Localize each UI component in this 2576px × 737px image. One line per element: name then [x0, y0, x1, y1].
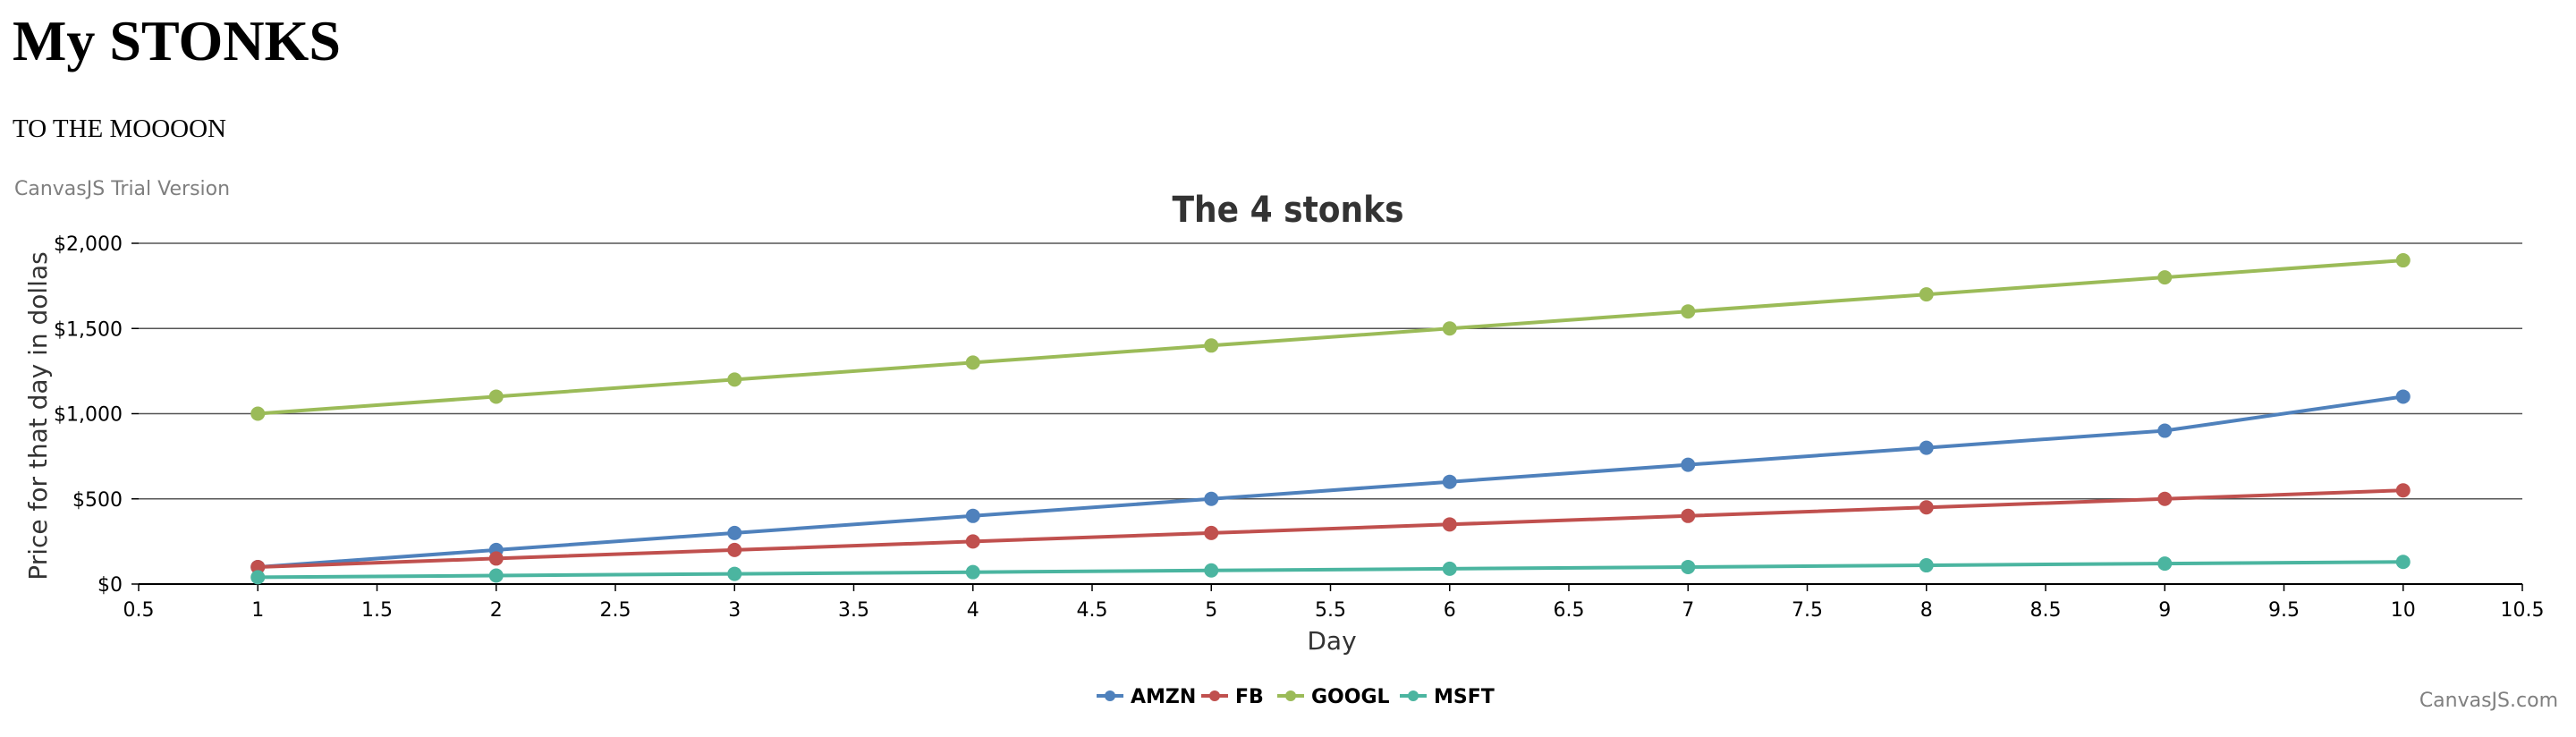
legend[interactable]: AMZN FB GOOGL MSFT: [1097, 686, 1495, 708]
data-point-googl: [2157, 270, 2173, 285]
data-point-fb: [1204, 525, 1219, 540]
data-point-fb: [1919, 500, 1934, 515]
x-tick-label: 4: [967, 599, 979, 622]
data-point-msft: [488, 568, 504, 583]
x-tick-label: 7.5: [1792, 599, 1823, 622]
x-tick-label: 3: [728, 599, 741, 622]
data-point-amzn: [727, 525, 742, 540]
data-point-msft: [1442, 561, 1457, 576]
data-point-amzn: [965, 508, 980, 523]
legend-label: MSFT: [1434, 686, 1495, 708]
data-point-msft: [250, 570, 266, 585]
x-tick-label: 3.5: [838, 599, 869, 622]
y-tick-label: $1,500: [54, 318, 123, 341]
data-point-googl: [1204, 338, 1219, 353]
data-point-fb: [2157, 491, 2173, 506]
data-point-googl: [488, 389, 504, 404]
x-tick-label: 7: [1682, 599, 1694, 622]
x-tick-label: 8.5: [2030, 599, 2062, 622]
data-point-amzn: [1442, 474, 1457, 489]
data-point-googl: [727, 372, 742, 387]
page-subtitle: TO THE MOOOON: [13, 114, 226, 143]
x-tick-label: 6.5: [1554, 599, 1585, 622]
series-line-fb: [258, 488, 2403, 569]
x-tick-label: 4.5: [1077, 599, 1108, 622]
data-point-fb: [1681, 508, 1696, 523]
data-point-fb: [727, 542, 742, 557]
legend-label: AMZN: [1131, 686, 1196, 708]
series-line-googl: [258, 258, 2403, 416]
data-point-msft: [1204, 563, 1219, 578]
data-point-amzn: [1204, 491, 1219, 506]
x-tick-label: 1: [251, 599, 264, 622]
data-point-msft: [2157, 556, 2173, 572]
data-point-googl: [1919, 287, 1934, 302]
legend-marker: [1105, 690, 1115, 701]
x-tick-label: 2.5: [600, 599, 631, 622]
data-point-googl: [1681, 304, 1696, 319]
canvasjs-credit-link[interactable]: CanvasJS.com: [2419, 690, 2558, 712]
series-lines: [250, 253, 2411, 585]
x-tick-label: 2: [490, 599, 503, 622]
data-point-fb: [1442, 517, 1457, 532]
legend-item-msft[interactable]: MSFT: [1400, 686, 1495, 708]
data-point-msft: [2395, 555, 2411, 570]
y-tick-label: $1,000: [54, 404, 123, 427]
data-point-msft: [727, 566, 742, 581]
legend-item-amzn[interactable]: AMZN: [1097, 686, 1196, 708]
page-title: My STONKS: [13, 9, 341, 72]
x-tick-label: 10: [2391, 599, 2416, 622]
x-tick-label: 9.5: [2268, 599, 2300, 622]
x-tick-label: 5: [1205, 599, 1217, 622]
series-line-msft: [258, 560, 2403, 580]
y-tick-label: $500: [72, 489, 123, 512]
data-point-fb: [2395, 483, 2411, 498]
series-line-amzn: [258, 394, 2404, 569]
data-point-amzn: [2157, 423, 2173, 438]
data-point-googl: [965, 355, 980, 370]
x-tick-label: 5.5: [1315, 599, 1346, 622]
y-tick-label: $2,000: [54, 233, 123, 256]
data-point-msft: [1681, 559, 1696, 574]
data-point-amzn: [1681, 457, 1696, 472]
data-point-fb: [488, 551, 504, 566]
legend-item-googl[interactable]: GOOGL: [1277, 686, 1390, 708]
legend-label: GOOGL: [1311, 686, 1390, 708]
data-point-amzn: [1919, 440, 1934, 455]
data-point-googl: [2395, 253, 2411, 268]
x-tick-label: 10.5: [2501, 599, 2545, 622]
y-axis-label: Price for that day in dollas: [23, 251, 53, 580]
data-point-msft: [1919, 558, 1934, 573]
x-tick-label: 9: [2158, 599, 2171, 622]
x-tick-label: 6: [1444, 599, 1456, 622]
data-point-amzn: [2395, 389, 2411, 404]
data-point-fb: [965, 534, 980, 549]
data-point-fb: [250, 559, 266, 574]
legend-marker: [1285, 690, 1296, 701]
x-tick-label: 1.5: [361, 599, 393, 622]
data-point-googl: [250, 406, 266, 421]
y-tick-label: $0: [97, 574, 123, 597]
data-point-msft: [965, 564, 980, 580]
trial-watermark: CanvasJS Trial Version: [14, 178, 230, 200]
x-tick-label: 8: [1920, 599, 1933, 622]
legend-label: FB: [1235, 686, 1264, 708]
x-axis-label: Day: [1307, 626, 1356, 656]
chart-title: The 4 stonks: [1172, 189, 1403, 230]
legend-item-fb[interactable]: FB: [1201, 686, 1264, 708]
legend-marker: [1209, 690, 1220, 701]
legend-marker: [1408, 690, 1419, 701]
x-tick-label: 0.5: [123, 599, 155, 622]
data-point-googl: [1442, 321, 1457, 336]
axes: $0 $500 $1,000 $1,500 $2,000 0.5 1 1.5 2 2.5 3 3.5 4…: [54, 233, 2544, 622]
